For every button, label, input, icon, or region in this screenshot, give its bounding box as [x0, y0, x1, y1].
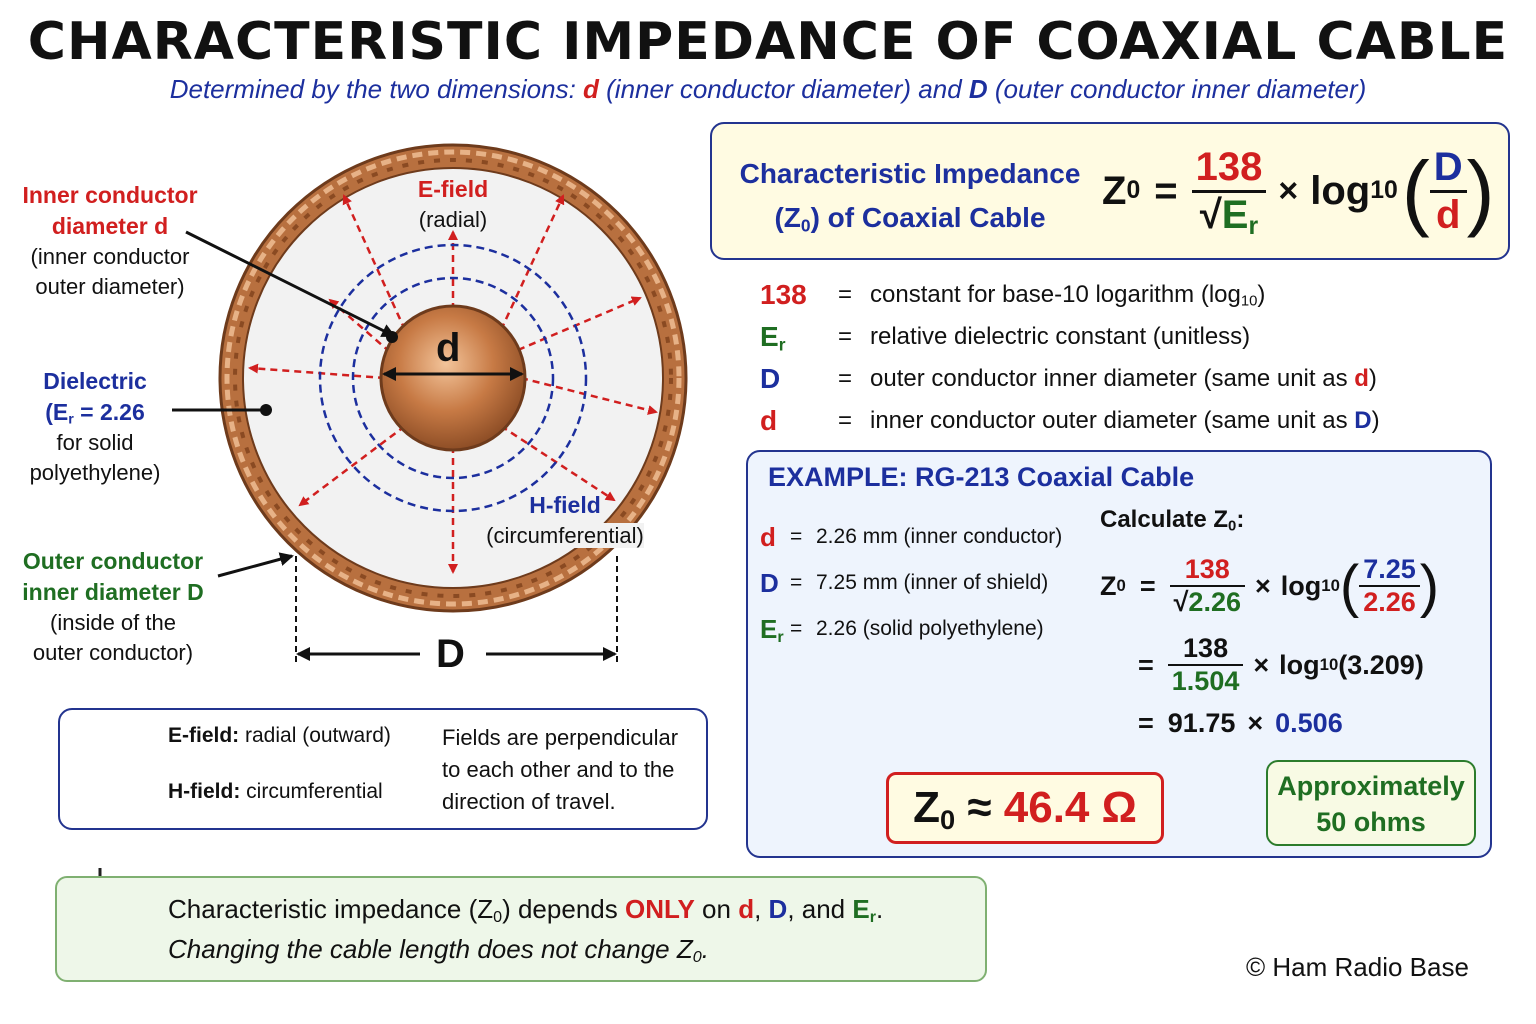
legend-note: Fields are perpendicular to each other a… [442, 725, 679, 814]
calc-label: Calculate Z0: [1100, 506, 1245, 535]
result-value: Z0 ≈ 46.4 Ω [886, 772, 1164, 844]
field-legend [58, 708, 708, 830]
calc-step-3: = 91.75 × 0.506 [1138, 708, 1343, 738]
h-field-circles [318, 243, 588, 513]
page-subtitle: Determined by the two dimensions: d (inn… [169, 74, 1367, 104]
approx-badge: Approximately 50 ohms [1266, 760, 1476, 846]
dielectric-label: Dielectric (Er = 2.26 for solid polyethy… [29, 368, 161, 485]
example-title: EXAMPLE: RG-213 Coaxial Cable [768, 462, 1195, 492]
legend-hfield: H-field: circumferential [168, 780, 383, 803]
inner-conductor [379, 304, 527, 452]
given-row: Er = 2.26 (solid polyethylene) [760, 613, 1044, 646]
tip-line-1: Characteristic impedance (Z0) depends ON… [168, 894, 884, 927]
formula-label: Characteristic Impedance (Z0) of Coaxial… [739, 158, 1081, 236]
given-row: d = 2.26 mm (inner conductor) [760, 521, 1063, 552]
formula-panel [710, 122, 1510, 260]
d-dimension-mark: d [436, 326, 461, 370]
copyright: © Ham Radio Base [1246, 952, 1469, 982]
outer-conductor-label: Outer conductor inner diameter D (inside… [22, 548, 204, 665]
inner-conductor-label: Inner conductor diameter d (inner conduc… [22, 182, 198, 299]
D-dimension-mark: D [436, 632, 465, 676]
tip-panel [55, 876, 987, 982]
page-title: CHARACTERISTIC IMPEDANCE OF COAXIAL CABL… [27, 12, 1509, 72]
legend-efield: E-field: radial (outward) [168, 724, 391, 747]
given-row: D = 7.25 mm (inner of shield) [760, 567, 1049, 598]
definitions-list: 138 = constant for base-10 logarithm (lo… [760, 274, 1500, 442]
e-field-label: E-field (radial) [417, 176, 489, 232]
calc-step-2: = 138 1.504 × log 10 (3.209) [1138, 633, 1424, 696]
definition-row: 138 = constant for base-10 logarithm (lo… [760, 279, 1266, 310]
tip-line-2: Changing the cable length does not chang… [168, 934, 709, 967]
example-givens: d = 2.26 mm (inner conductor) D = 7.25 m… [760, 514, 1070, 652]
definition-row: D = outer conductor inner diameter (same… [760, 363, 1377, 394]
definition-row: d = inner conductor outer diameter (same… [760, 405, 1380, 436]
definition-row: Er = relative dielectric constant (unitl… [760, 321, 1251, 355]
h-field-label: H-field (circumferential) [486, 492, 644, 548]
